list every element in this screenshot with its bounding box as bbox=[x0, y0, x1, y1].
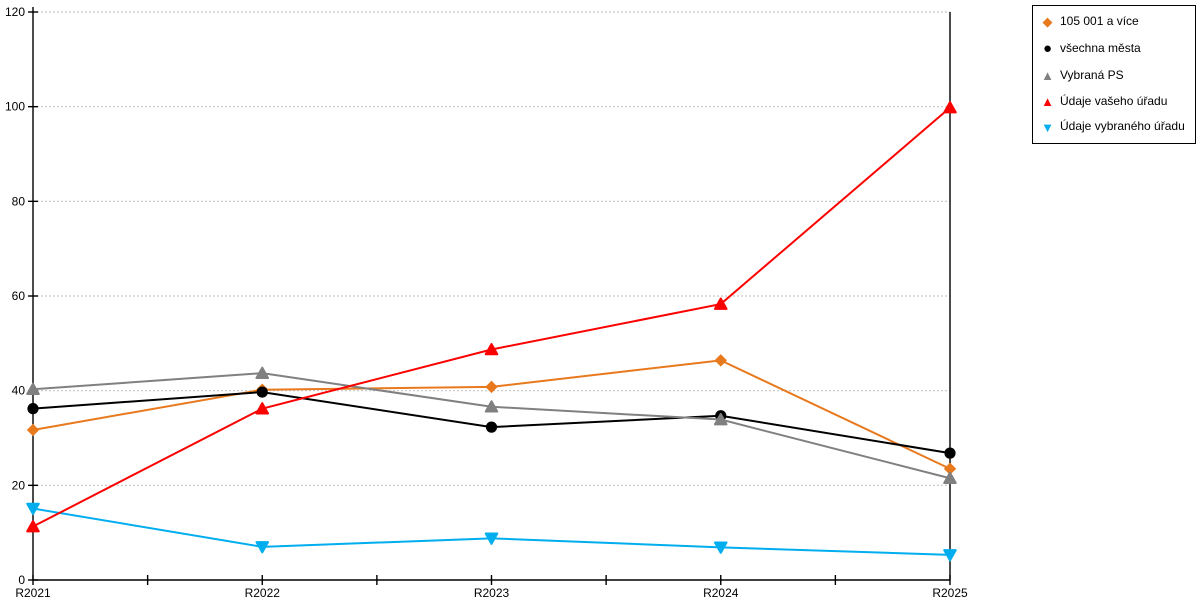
data-point-marker bbox=[713, 541, 728, 554]
data-point-marker bbox=[255, 366, 270, 379]
data-point-marker bbox=[26, 423, 40, 437]
legend-label: Údaje vybraného úřadu bbox=[1060, 119, 1185, 134]
y-tick-label: 0 bbox=[18, 573, 25, 587]
data-point-marker bbox=[713, 297, 728, 310]
legend-item-vybrana-ps: ▲ Vybraná PS bbox=[1040, 67, 1193, 83]
series-line-3 bbox=[32, 106, 951, 528]
legend-label: 105 001 a více bbox=[1060, 14, 1139, 29]
data-point-marker bbox=[484, 532, 499, 545]
data-point-marker bbox=[256, 386, 268, 398]
data-point-marker bbox=[26, 502, 40, 516]
data-point-marker bbox=[943, 471, 957, 485]
data-point-marker bbox=[713, 413, 728, 426]
legend-triangle-down-icon: ▼ bbox=[1041, 119, 1054, 135]
legend-item-udaje-vaseho-uradu: ▲ Údaje vašeho úřadu bbox=[1040, 93, 1193, 109]
data-point-marker bbox=[26, 520, 40, 533]
legend-label: Údaje vašeho úřadu bbox=[1060, 93, 1168, 108]
x-tick-label: R2024 bbox=[703, 586, 739, 600]
data-point-marker bbox=[944, 447, 956, 459]
data-point-marker bbox=[27, 403, 39, 415]
x-tick-label: R2022 bbox=[245, 586, 281, 600]
data-point-marker bbox=[255, 402, 270, 415]
series-line-0 bbox=[32, 359, 951, 470]
legend-item-vsechna-mesta: ● všechna města bbox=[1040, 41, 1193, 56]
legend-item-udaje-vybraneho-uradu: ▼ Údaje vybraného úřadu bbox=[1040, 119, 1193, 135]
series-line-4 bbox=[32, 507, 951, 556]
y-tick-label: 120 bbox=[5, 5, 25, 19]
data-point-marker bbox=[484, 400, 499, 413]
data-point-marker bbox=[714, 354, 727, 367]
data-point-marker bbox=[943, 101, 957, 114]
legend-triangle-up-icon: ▲ bbox=[1041, 93, 1054, 109]
legend-item-105001-a-vice: ◆ 105 001 a více bbox=[1040, 14, 1193, 30]
y-tick-label: 80 bbox=[12, 194, 26, 208]
data-point-marker bbox=[484, 342, 499, 356]
legend-label: Vybraná PS bbox=[1060, 67, 1124, 82]
data-point-marker bbox=[485, 380, 498, 394]
legend-label: všechna města bbox=[1060, 41, 1141, 56]
data-point-marker bbox=[255, 541, 270, 554]
data-point-marker bbox=[485, 421, 498, 433]
data-point-marker bbox=[943, 462, 957, 475]
legend: ◆ 105 001 a více ● všechna města ▲ Vybra… bbox=[1032, 5, 1196, 144]
x-tick-label: R2023 bbox=[474, 586, 510, 600]
data-point-marker bbox=[943, 549, 957, 562]
legend-triangle-up-icon: ▲ bbox=[1041, 67, 1054, 83]
legend-circle-icon: ● bbox=[1042, 40, 1053, 58]
x-tick-label: R2021 bbox=[15, 586, 51, 600]
x-tick-label: R2025 bbox=[932, 586, 968, 600]
y-tick-label: 40 bbox=[12, 384, 26, 398]
legend-diamond-icon: ◆ bbox=[1042, 14, 1053, 30]
y-tick-label: 100 bbox=[5, 100, 25, 114]
y-tick-label: 60 bbox=[12, 289, 26, 303]
y-tick-label: 20 bbox=[12, 478, 26, 492]
data-point-marker bbox=[26, 382, 40, 396]
